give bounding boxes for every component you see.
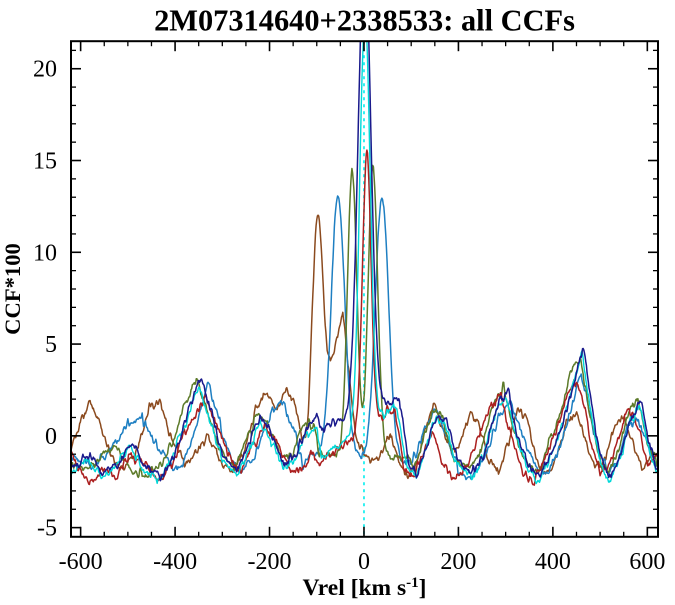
svg-text:-600: -600 [59,549,103,575]
svg-text:15: 15 [33,149,57,175]
svg-text:0: 0 [358,549,370,575]
svg-text:5: 5 [45,332,57,358]
svg-text:600: 600 [629,549,665,575]
svg-text:-400: -400 [153,549,197,575]
svg-text:0: 0 [45,424,57,450]
svg-text:2M07314640+2338533: all CCFs: 2M07314640+2338533: all CCFs [154,4,575,38]
svg-text:20: 20 [33,57,57,83]
svg-text:200: 200 [440,549,476,575]
svg-text:CCF*100: CCF*100 [0,243,25,335]
svg-text:400: 400 [535,549,571,575]
svg-text:-5: -5 [37,516,57,542]
svg-text:-200: -200 [248,549,292,575]
svg-text:10: 10 [33,240,57,266]
